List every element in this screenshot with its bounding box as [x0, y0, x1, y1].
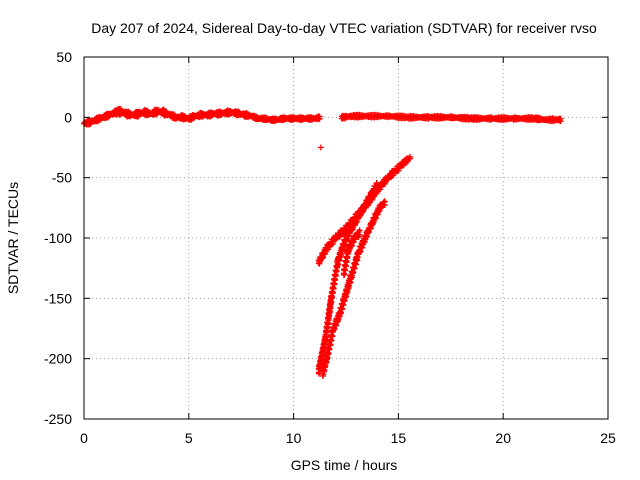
data-point	[356, 231, 363, 238]
data-point	[343, 237, 349, 244]
ticks-layer: 0 5 10 15 20 25 -250 -200 -150 -100 -50 0 50	[44, 49, 616, 446]
data-point	[357, 212, 364, 219]
y-tick-label: 0	[64, 109, 72, 125]
x-tick-label: 5	[185, 430, 193, 446]
y-tick-label: -250	[44, 411, 72, 427]
y-axis-label: SDTVAR / TECUs	[5, 182, 21, 294]
x-tick-label: 15	[391, 430, 407, 446]
y-tick-label: -100	[44, 230, 72, 246]
data-point	[316, 113, 323, 120]
x-tick-label: 25	[600, 430, 616, 446]
chart-title: Day 207 of 2024, Sidereal Day-to-day VTE…	[91, 20, 597, 36]
y-tick-label: -150	[44, 290, 72, 306]
plot-frame	[83, 56, 609, 420]
data-layer	[81, 105, 564, 379]
data-point	[381, 198, 388, 205]
data-point	[337, 232, 344, 239]
x-axis-label: GPS time / hours	[291, 457, 398, 473]
x-tick-label: 20	[495, 430, 511, 446]
data-point	[373, 183, 380, 190]
y-tick-label: -50	[52, 170, 72, 186]
y-tick-label: 50	[56, 49, 72, 65]
data-point	[406, 155, 413, 162]
x-tick-label: 0	[80, 430, 88, 446]
x-tick-label: 10	[286, 430, 302, 446]
data-point	[317, 144, 324, 151]
y-tick-label: -200	[44, 351, 72, 367]
data-point	[557, 115, 564, 122]
